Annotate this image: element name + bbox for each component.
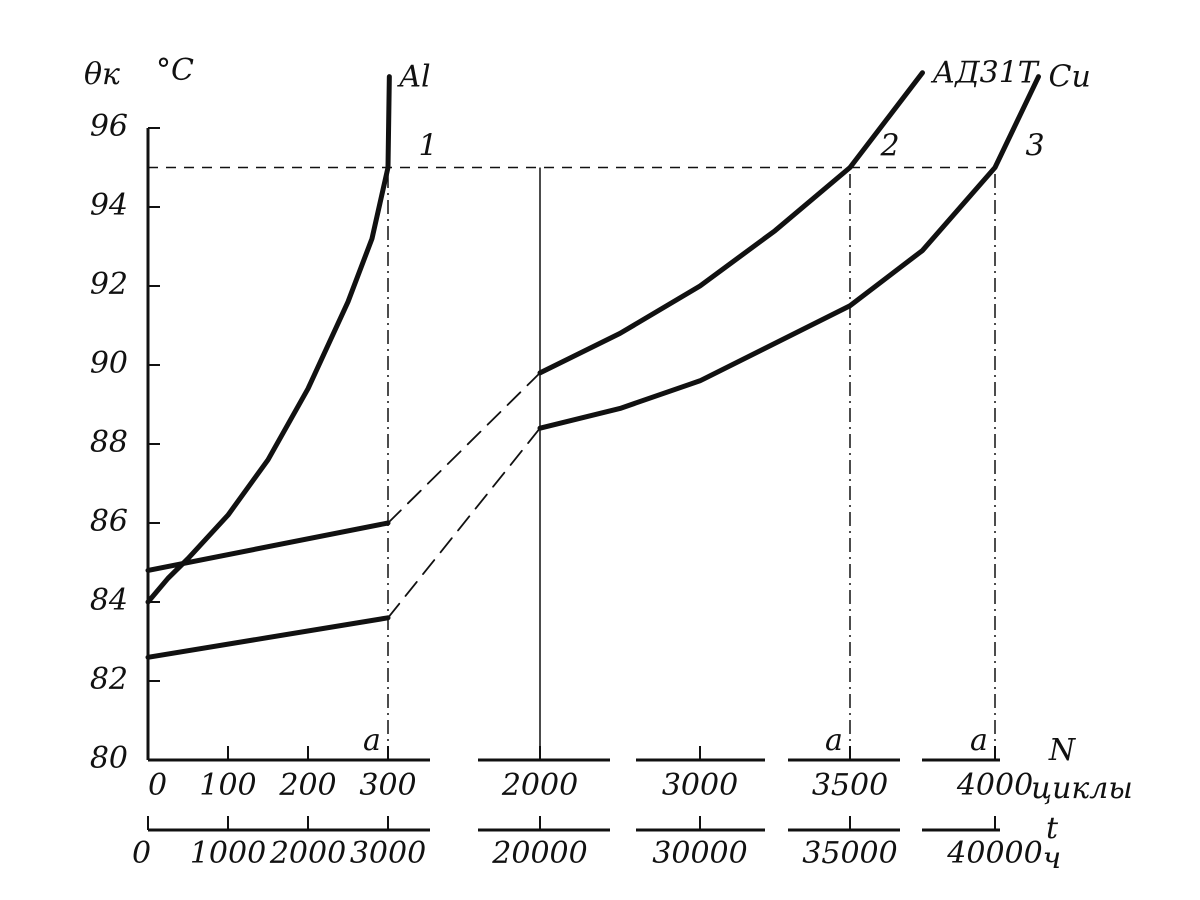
x2-axis-label: t [1046,811,1059,846]
x2-tick-label: 0 [132,836,151,871]
x2-tick-label: 40000 [946,836,1042,871]
line-bridge [387,427,541,619]
reference-label: a [363,723,381,758]
x2-tick-label: 3000 [350,836,426,871]
point-label: 3 [1025,129,1044,164]
series-label: Cu [1049,60,1091,95]
x-tick-label: 3500 [812,768,888,803]
y-axis-label: θк [84,57,120,92]
reference-label: a [825,723,843,758]
line [537,70,925,376]
x-axis-label: N [1048,733,1077,768]
series-label: Al [396,60,430,95]
line [537,74,1041,431]
y-tick-label: 90 [90,346,128,381]
y-tick-label: 96 [90,109,128,144]
x-tick-label: 4000 [956,768,1033,803]
point-label: 2 [879,129,899,164]
line-bridge [387,372,541,524]
line [145,615,391,660]
series-label: АД31Т [931,56,1040,91]
x-tick-label: 200 [278,768,336,803]
x2-tick-label: 2000 [269,836,346,871]
y-tick-label: 94 [90,188,128,223]
reference-label: a [970,723,988,758]
x2-tick-label: 20000 [491,836,587,871]
x2-tick-label: 1000 [190,836,266,871]
x2-tick-label: 35000 [802,836,897,871]
x-tick-label: 2000 [501,768,578,803]
y-tick-label: 80 [90,741,128,776]
line [145,74,392,605]
x-tick-label: 300 [359,768,416,803]
x-axis-unit: циклы [1031,771,1133,806]
y-axis-unit: °C [156,53,194,88]
x-tick-label: 0 [148,768,167,803]
x2-axis-unit: ч [1043,841,1062,876]
y-tick-label: 84 [90,583,128,618]
y-tick-label: 86 [90,504,128,539]
x-tick-label: 3000 [662,768,738,803]
point-label: 1 [418,129,437,164]
y-tick-label: 88 [90,425,128,460]
x-tick-label: 100 [199,768,256,803]
line [145,520,391,573]
y-tick-label: 92 [90,267,128,302]
y-tick-label: 82 [90,662,128,697]
x2-tick-label: 30000 [652,836,747,871]
